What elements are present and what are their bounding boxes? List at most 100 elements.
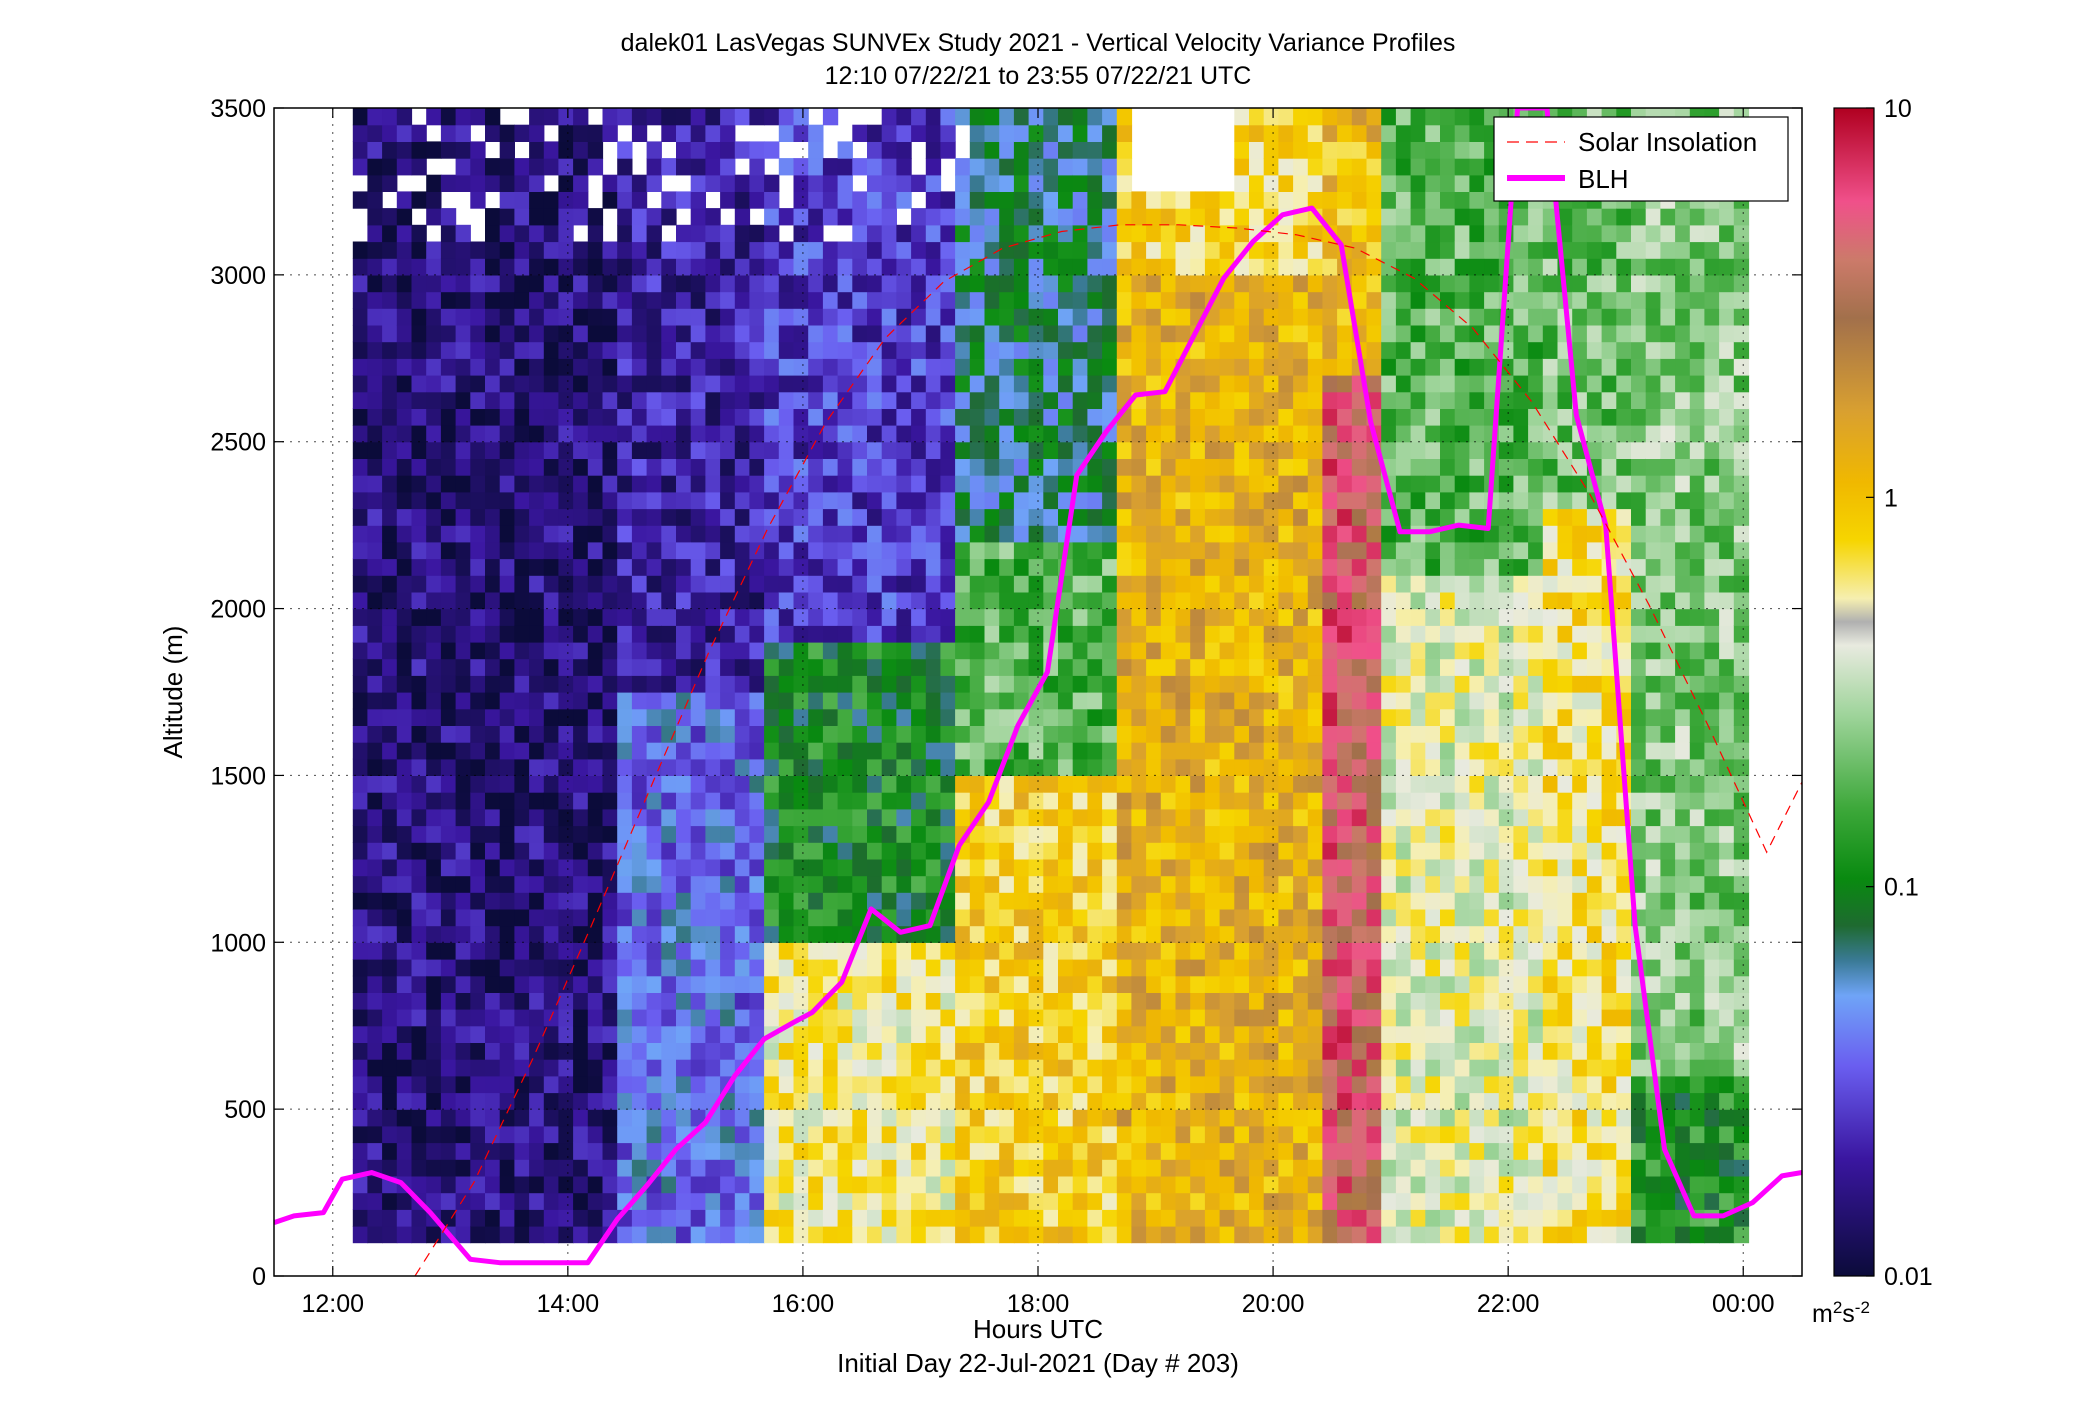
heatmap-cell: [999, 942, 1015, 960]
heatmap-cell: [999, 375, 1015, 393]
heatmap-cell: [1116, 141, 1133, 159]
heatmap-cell: [631, 591, 648, 610]
heatmap-cell: [1307, 758, 1324, 776]
heatmap-cell: [1322, 641, 1338, 660]
heatmap-cell: [499, 792, 515, 810]
heatmap-cell: [1425, 1075, 1441, 1094]
heatmap-cell: [1366, 792, 1382, 810]
heatmap-cell: [1366, 541, 1382, 560]
heatmap-cell: [352, 808, 369, 827]
heatmap-cell: [1263, 1209, 1279, 1227]
heatmap-cell: [911, 358, 927, 376]
heatmap-cell: [382, 1142, 398, 1160]
heatmap-cell: [646, 675, 662, 693]
heatmap-cell: [514, 324, 530, 343]
heatmap-cell: [646, 875, 662, 893]
heatmap-cell: [1249, 191, 1265, 209]
heatmap-cell: [352, 842, 369, 860]
heatmap-cell: [1102, 792, 1118, 810]
heatmap-cell: [1249, 1125, 1265, 1144]
heatmap-cell: [925, 425, 942, 443]
heatmap-cell: [631, 108, 648, 126]
heatmap-cell: [617, 1092, 633, 1110]
heatmap-cell: [617, 875, 633, 893]
heatmap-cell: [587, 641, 604, 660]
heatmap-cell: [969, 525, 986, 543]
heatmap-cell: [1043, 575, 1059, 593]
heatmap-cell: [352, 291, 369, 309]
heatmap-cell: [925, 1192, 942, 1210]
heatmap-cell: [940, 141, 956, 159]
heatmap-cell: [793, 1142, 809, 1160]
heatmap-cell: [396, 475, 413, 493]
heatmap-cell: [587, 758, 604, 776]
heatmap-cell: [1219, 191, 1235, 209]
heatmap-cell: [1278, 942, 1294, 960]
heatmap-cell: [1307, 441, 1324, 459]
heatmap-cell: [690, 892, 706, 910]
heatmap-cell: [1058, 775, 1074, 793]
heatmap-cell: [455, 1175, 471, 1194]
heatmap-cell: [382, 1109, 398, 1127]
heatmap-cell: [764, 808, 780, 827]
heatmap-cell: [1028, 358, 1044, 376]
heatmap-cell: [1175, 692, 1191, 710]
heatmap-cell: [925, 191, 942, 209]
heatmap-cell: [587, 1109, 604, 1127]
heatmap-cell: [896, 1109, 912, 1127]
heatmap-cell: [734, 959, 751, 977]
heatmap-cell: [661, 324, 677, 343]
heatmap-cell: [529, 191, 545, 209]
heatmap-cell: [485, 1225, 501, 1244]
heatmap-cell: [1410, 742, 1426, 760]
heatmap-cell: [793, 708, 809, 726]
heatmap-cell: [705, 942, 721, 960]
heatmap-cell: [543, 1142, 560, 1160]
heatmap-cell: [1293, 458, 1309, 476]
heatmap-cell: [1043, 108, 1059, 126]
heatmap-cell: [455, 291, 471, 309]
heatmap-cell: [1190, 1192, 1206, 1210]
heatmap-cell: [1307, 892, 1324, 910]
heatmap-cell: [411, 1025, 427, 1043]
heatmap-cell: [1160, 975, 1177, 993]
heatmap-cell: [881, 558, 897, 576]
heatmap-cell: [470, 108, 486, 126]
heatmap-cell: [367, 508, 383, 526]
heatmap-cell: [573, 1075, 589, 1094]
heatmap-cell: [1381, 124, 1397, 142]
heatmap-cell: [1058, 258, 1074, 276]
heatmap-cell: [367, 925, 383, 943]
heatmap-cell: [1102, 525, 1118, 543]
heatmap-cell: [1337, 508, 1353, 526]
heatmap-cell: [1425, 358, 1441, 376]
heatmap-cell: [1102, 158, 1118, 176]
heatmap-cell: [940, 641, 956, 660]
heatmap-cell: [1293, 1192, 1309, 1210]
heatmap-cell: [852, 1092, 868, 1110]
heatmap-cell: [514, 625, 530, 643]
heatmap-cell: [867, 792, 883, 810]
heatmap-cell: [1278, 508, 1294, 526]
heatmap-cell: [1263, 658, 1279, 676]
heatmap-cell: [881, 1092, 897, 1110]
heatmap-cell: [1278, 525, 1294, 543]
heatmap-cell: [1249, 875, 1265, 893]
heatmap-cell: [1204, 708, 1221, 726]
heatmap-cell: [1058, 375, 1074, 393]
heatmap-cell: [1395, 324, 1412, 343]
heatmap-cell: [896, 1209, 912, 1227]
heatmap-cell: [720, 1009, 736, 1027]
heatmap-cell: [382, 375, 398, 393]
heatmap-cell: [440, 1009, 457, 1027]
heatmap-cell: [514, 1125, 530, 1144]
heatmap-cell: [822, 641, 839, 660]
heatmap-cell: [1351, 158, 1368, 176]
heatmap-cell: [1058, 475, 1074, 493]
heatmap-cell: [1204, 591, 1221, 610]
heatmap-cell: [514, 558, 530, 576]
heatmap-cell: [676, 108, 692, 126]
heatmap-cell: [1234, 1142, 1250, 1160]
heatmap-cell: [837, 375, 853, 393]
heatmap-cell: [940, 1025, 956, 1043]
